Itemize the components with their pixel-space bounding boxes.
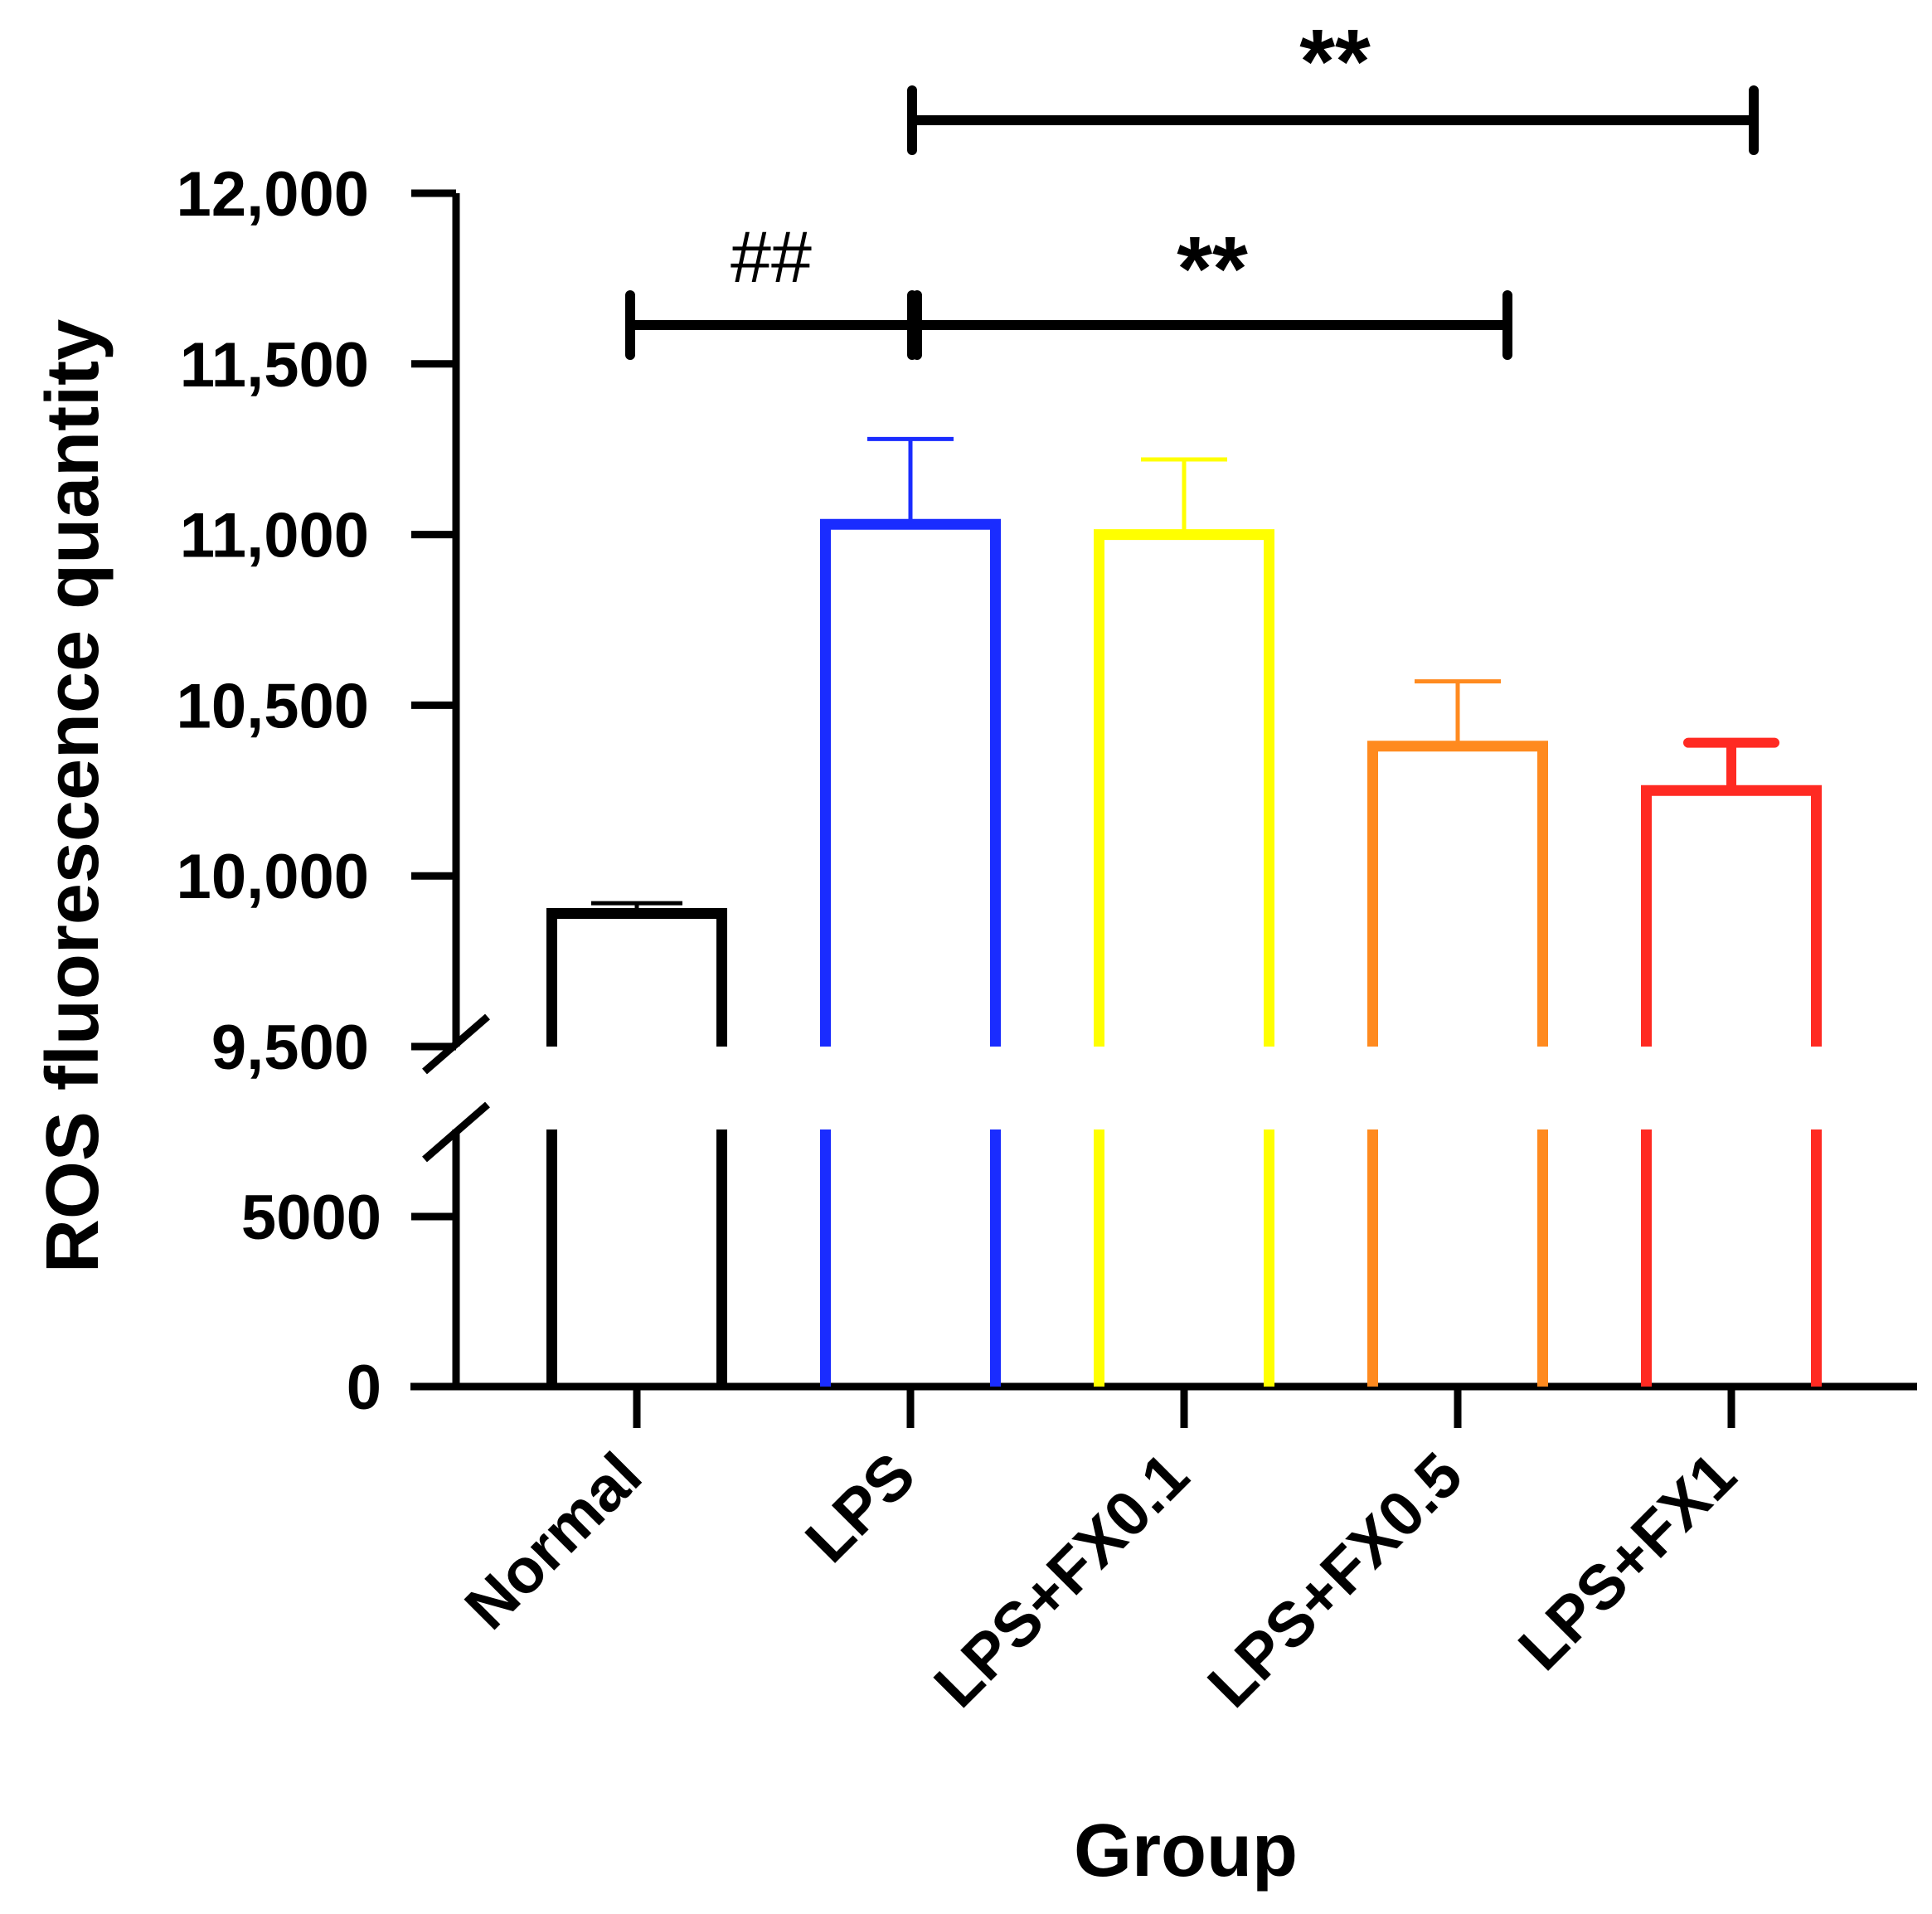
bar	[820, 518, 1001, 1047]
bar	[1641, 785, 1822, 1047]
error-bars	[591, 436, 1779, 914]
y-tick-label: 5000	[241, 1183, 381, 1253]
y-tick-label: 11,500	[180, 330, 369, 401]
x-tick-label: LPS+FX1	[1505, 1440, 1750, 1684]
x-axis-title: Group	[1074, 1810, 1298, 1892]
bar	[546, 907, 727, 1047]
axes	[410, 189, 1917, 1428]
x-tick-label: LPS+FX0.5	[1195, 1440, 1476, 1721]
axis-break-mark-lower	[422, 1101, 490, 1163]
bars	[546, 518, 1822, 1387]
x-tick-label: Normal	[452, 1440, 655, 1643]
y-tick-label: 12,000	[177, 159, 369, 230]
y-tick-labels: 9,500 10,000 10,500 11,000 11,500 12,000 0 5000	[177, 159, 381, 1423]
y-tick-label: 9,500	[211, 1013, 369, 1083]
x-tick-label: LPS	[792, 1440, 929, 1576]
x-tick-label: LPS+FX0.1	[921, 1440, 1202, 1721]
significance-label: **	[1299, 11, 1371, 113]
significance-label: **	[1177, 218, 1248, 320]
y-tick-label: 11,000	[180, 501, 369, 571]
bar	[1094, 529, 1274, 1047]
significance-label: ##	[731, 216, 812, 298]
y-tick-label: 0	[347, 1353, 381, 1423]
y-tick-label: 10,000	[177, 842, 369, 912]
y-tick-label: 10,500	[177, 671, 369, 741]
significance-annotations: ## ** **	[625, 11, 1759, 360]
bar	[1367, 741, 1548, 1047]
y-axis-title: ROS fluorescence quantity	[32, 319, 114, 1273]
